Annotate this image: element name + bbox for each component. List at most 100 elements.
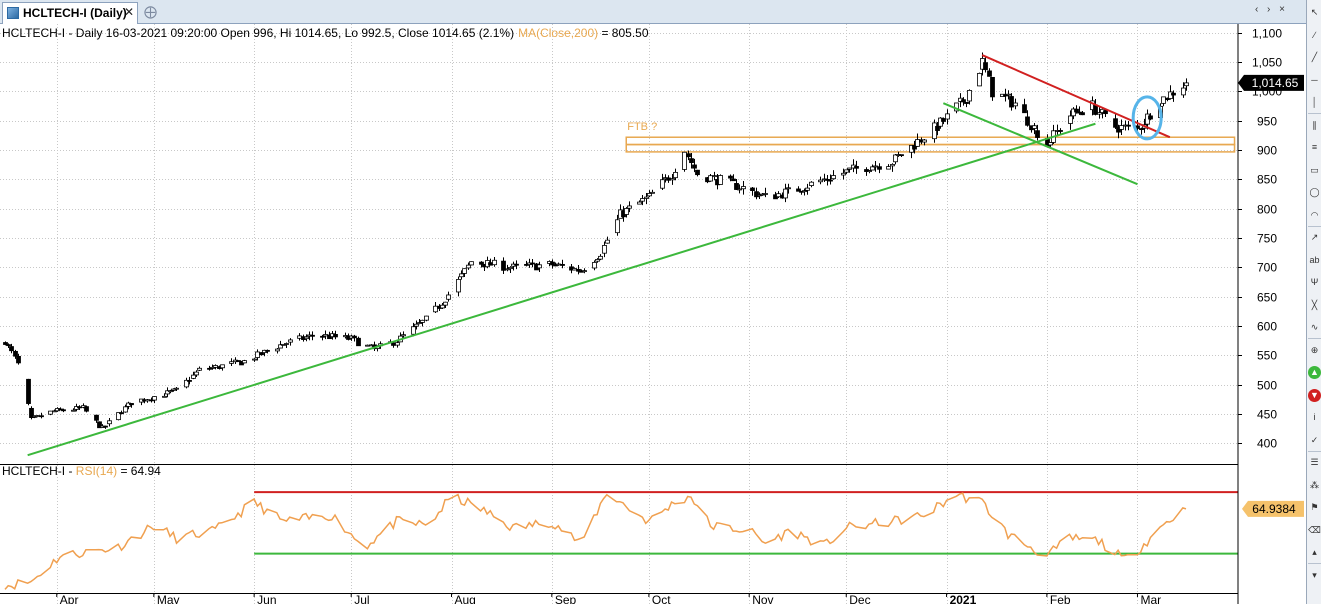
candle	[718, 174, 723, 185]
candle-body	[1071, 108, 1076, 117]
sell-arrow-icon[interactable]: ▼	[1308, 388, 1321, 402]
candle-body	[479, 261, 484, 265]
candle-body	[52, 410, 57, 413]
chart-header: HCLTECH-I - Daily 16-03-2021 09:20:00 Op…	[2, 26, 649, 40]
rsi-header-symbol: HCLTECH-I -	[2, 464, 76, 478]
gann-tool-icon[interactable]: ╳	[1311, 299, 1318, 310]
close-icon[interactable]: ✕	[124, 5, 135, 19]
breakout-circle	[1131, 95, 1163, 141]
candle	[259, 352, 264, 356]
cycle-tool-icon[interactable]: ∿	[1310, 322, 1319, 332]
candle-body	[356, 337, 361, 347]
candle-body	[854, 166, 859, 169]
support-trendline[interactable]	[27, 122, 1096, 457]
pitchfork-tool-icon[interactable]: Ψ	[1310, 277, 1319, 287]
candle-body	[207, 367, 212, 370]
candle-body	[553, 264, 558, 267]
candle	[184, 377, 189, 389]
candle-body	[229, 361, 234, 364]
candle-body	[598, 255, 603, 260]
candle-body	[1093, 104, 1098, 115]
candle-body	[16, 355, 21, 364]
candle-body	[1171, 92, 1176, 96]
eraser-icon[interactable]: ⌫	[1308, 524, 1321, 535]
candle	[734, 178, 739, 191]
zoom-tool-icon[interactable]: ⊕	[1310, 344, 1319, 355]
info-icon[interactable]: i	[1313, 412, 1316, 422]
candle	[197, 366, 202, 371]
candle	[401, 331, 406, 339]
candle-body	[456, 279, 461, 293]
candle-body	[689, 158, 694, 164]
candle	[831, 170, 836, 180]
line-tool-icon[interactable]: ∕	[1313, 29, 1316, 40]
candle-body	[670, 178, 675, 181]
fib-tool-icon[interactable]: ≡	[1311, 142, 1318, 152]
candle	[844, 169, 849, 175]
window-controls[interactable]: ‹ › ×	[1254, 4, 1288, 15]
scroll-up-icon[interactable]: ▴	[1312, 547, 1317, 557]
candle	[673, 168, 678, 181]
candle	[514, 260, 519, 270]
rect-tool-icon[interactable]: ▭	[1310, 164, 1319, 175]
candle	[560, 259, 565, 269]
tick-tool-icon[interactable]: ✓	[1310, 434, 1319, 445]
ellipse-tool-icon[interactable]: ◯	[1309, 187, 1320, 197]
candle-body	[734, 183, 739, 190]
price-tick-label: 700	[1257, 261, 1277, 275]
candle	[1148, 113, 1153, 121]
pattern-tool-icon[interactable]: ⁂	[1310, 479, 1319, 490]
text-tool-icon[interactable]: ab	[1309, 254, 1320, 265]
candle-body	[3, 342, 8, 345]
candle-body	[647, 193, 652, 197]
rsi-chart[interactable]: 64.9384 Apr May Jun Jul Aug Sep Oct Nov Dec 2021 F…	[0, 464, 1306, 604]
price-chart[interactable]: 4004505005506006507007508008509009501,00…	[0, 24, 1306, 464]
candle	[1009, 93, 1014, 111]
support-trendline[interactable]	[942, 102, 1138, 186]
candle	[750, 187, 755, 196]
candle	[119, 410, 124, 415]
candle-body	[686, 153, 691, 158]
vline-tool-icon[interactable]: │	[1311, 97, 1318, 107]
candle-body	[252, 358, 257, 361]
arrow-tool-icon[interactable]: ↗	[1310, 232, 1319, 242]
new-tab-icon[interactable]: ⨁	[144, 4, 157, 19]
candle	[870, 164, 875, 171]
date-tick-label: Oct	[652, 593, 671, 604]
candle-body	[624, 208, 629, 215]
candle	[712, 171, 717, 181]
hline-tool-icon[interactable]: ─	[1311, 74, 1318, 85]
ray-tool-icon[interactable]: ╱	[1311, 52, 1318, 62]
candle-body	[682, 151, 687, 170]
candle-body	[320, 335, 325, 338]
candle	[731, 174, 736, 182]
candle-body	[187, 380, 192, 382]
layers-icon[interactable]: ☰	[1310, 457, 1319, 467]
candle	[310, 331, 315, 341]
label-tool-icon[interactable]: ⚑	[1310, 502, 1319, 512]
candle	[414, 320, 419, 330]
chart-tab-title: HCLTECH-I (Daily)	[23, 6, 127, 20]
candle-body	[255, 351, 260, 358]
candle	[456, 276, 461, 297]
candle-body	[873, 165, 878, 168]
candle	[802, 188, 807, 196]
candle-body	[1006, 93, 1011, 96]
candle-body	[71, 409, 76, 412]
candle-body	[391, 342, 396, 346]
candle-body	[26, 378, 31, 404]
buy-arrow-icon[interactable]: ▲	[1308, 366, 1321, 379]
candle	[191, 371, 196, 380]
candle	[686, 150, 691, 161]
arc-tool-icon[interactable]: ◠	[1310, 209, 1319, 220]
last-price-box	[1238, 74, 1304, 91]
candle	[469, 261, 474, 266]
candle-body	[13, 350, 18, 357]
scroll-down-icon[interactable]: ▾	[1312, 569, 1317, 580]
resistance-trendline[interactable]	[981, 54, 1171, 139]
candle-body	[783, 188, 788, 199]
chart-tab[interactable]: HCLTECH-I (Daily) ✕	[2, 2, 138, 24]
channel-tool-icon[interactable]: ∥	[1312, 119, 1317, 130]
candle-body	[1058, 130, 1063, 132]
cursor-icon[interactable]: ↖	[1310, 7, 1319, 17]
